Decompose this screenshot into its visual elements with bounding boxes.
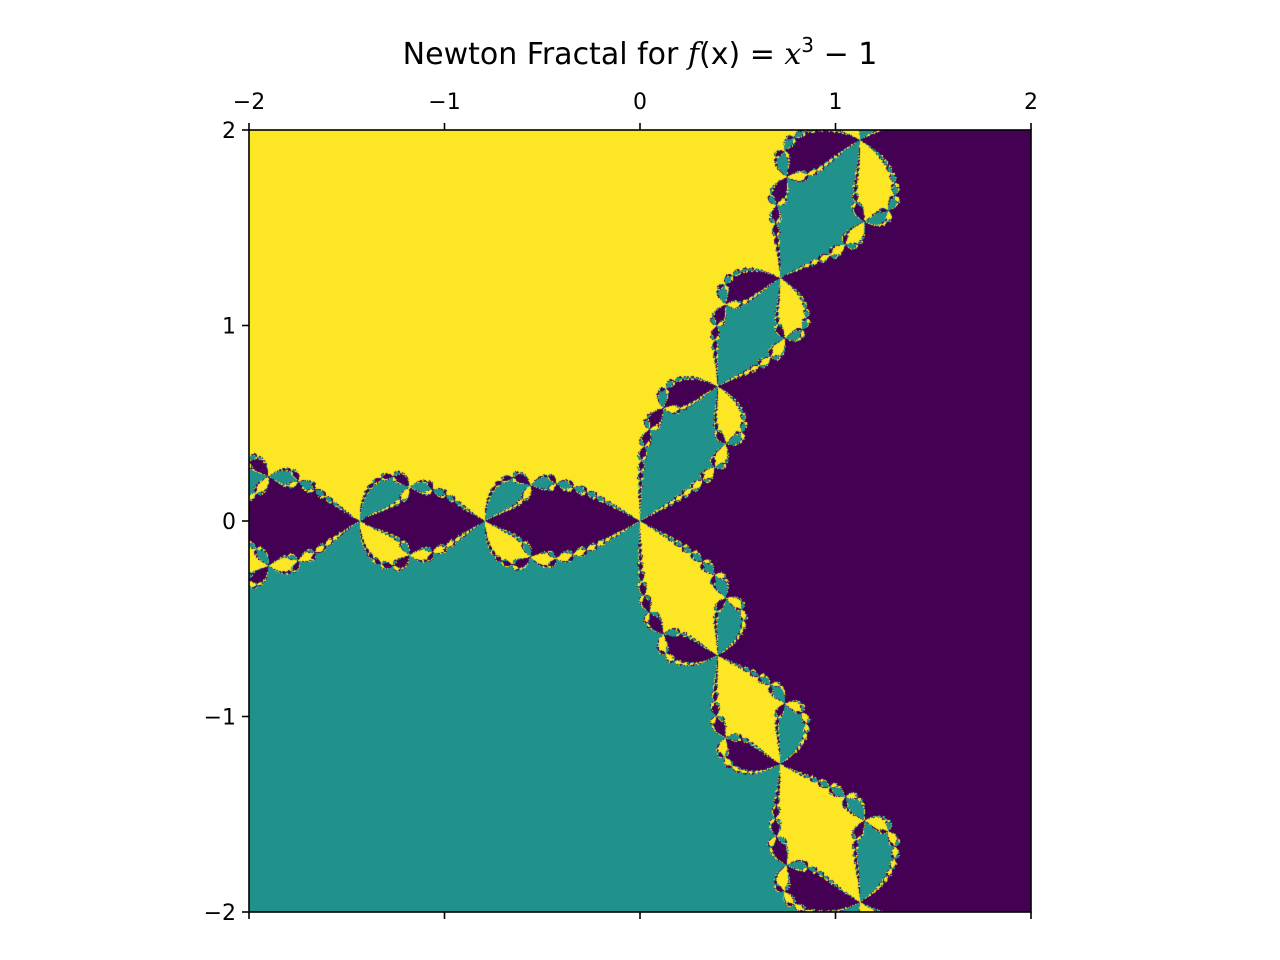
title-variable: x bbox=[784, 37, 801, 72]
y-tick-label: −2 bbox=[204, 901, 236, 926]
fractal-heatmap bbox=[249, 130, 1031, 912]
title-tail: − 1 bbox=[814, 37, 877, 72]
chart-title: Newton Fractal for f(x) = x3 − 1 bbox=[403, 33, 878, 72]
y-tick-label: 0 bbox=[222, 510, 236, 535]
x-tick-label: 1 bbox=[829, 90, 843, 115]
x-axis-top: −2 −1 0 1 2 bbox=[233, 90, 1038, 130]
title-argument: (x) bbox=[699, 37, 740, 72]
x-tick-label: −2 bbox=[233, 90, 265, 115]
x-tick-label: 2 bbox=[1024, 90, 1038, 115]
title-equals: = bbox=[740, 37, 784, 72]
title-prefix: Newton Fractal for bbox=[403, 37, 688, 72]
x-tick-label: −1 bbox=[428, 90, 460, 115]
y-tick-label: −1 bbox=[204, 706, 236, 731]
x-tick-label: 0 bbox=[633, 90, 647, 115]
y-axis: 2 1 0 −1 −2 bbox=[204, 119, 249, 926]
plot-area bbox=[249, 130, 1031, 912]
title-exponent: 3 bbox=[801, 33, 814, 57]
y-tick-label: 1 bbox=[222, 315, 236, 340]
x-axis-bottom-ticks bbox=[248, 912, 1032, 919]
y-tick-label: 2 bbox=[222, 119, 236, 144]
